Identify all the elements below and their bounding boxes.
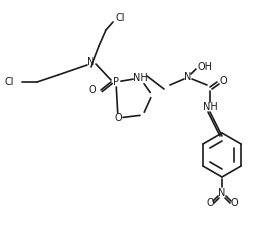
Text: O: O (230, 198, 238, 208)
Text: OH: OH (198, 62, 213, 72)
Text: P: P (113, 77, 119, 87)
Text: Cl: Cl (4, 77, 14, 87)
Text: N: N (184, 72, 192, 82)
Text: Cl: Cl (116, 13, 125, 23)
Text: O: O (206, 198, 214, 208)
Text: O: O (89, 85, 96, 95)
Text: NH: NH (203, 102, 217, 112)
Text: N: N (218, 188, 226, 198)
Text: N: N (87, 57, 95, 67)
Text: O: O (114, 113, 122, 123)
Text: NH: NH (133, 73, 147, 83)
Text: O: O (220, 76, 228, 86)
